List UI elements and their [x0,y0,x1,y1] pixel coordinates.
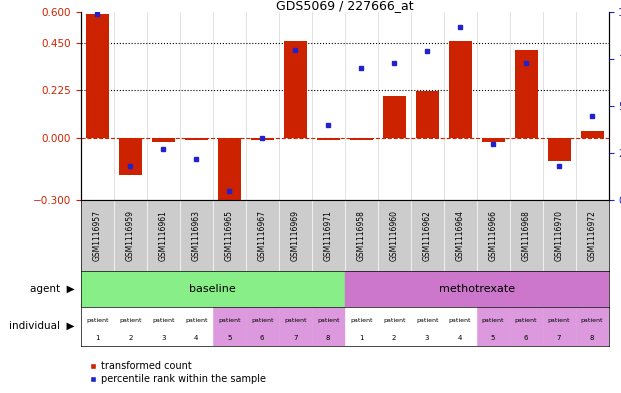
Text: GSM1116967: GSM1116967 [258,210,266,261]
Bar [246,307,279,346]
Text: patient: patient [548,318,570,323]
Text: 2: 2 [128,335,132,341]
Text: 7: 7 [293,335,297,341]
Bar [284,41,307,138]
Text: 7: 7 [557,335,561,341]
Bar [510,307,543,346]
Bar [179,307,212,346]
Text: patient: patient [515,318,537,323]
Text: patient: patient [86,318,109,323]
Bar [147,307,179,346]
Bar [212,307,246,346]
Text: 2: 2 [392,335,396,341]
Bar [543,307,576,346]
Bar [443,307,477,346]
Text: baseline: baseline [189,284,236,294]
Text: GSM1116968: GSM1116968 [522,210,530,261]
Text: patient: patient [581,318,604,323]
Text: 5: 5 [491,335,496,341]
Text: patient: patient [284,318,306,323]
Text: GSM1116969: GSM1116969 [291,210,300,261]
Text: 1: 1 [95,335,99,341]
Text: GSM1116960: GSM1116960 [389,210,399,261]
Text: 4: 4 [194,335,198,341]
Bar [581,131,604,138]
Text: 8: 8 [590,335,594,341]
Bar [86,14,109,138]
Text: patient: patient [482,318,504,323]
Bar [279,307,312,346]
Bar [378,307,410,346]
Bar [576,307,609,346]
Text: 6: 6 [260,335,265,341]
Bar [312,307,345,346]
Bar [410,307,443,346]
Text: patient: patient [449,318,471,323]
Text: patient: patient [152,318,175,323]
Bar [481,138,505,142]
Bar [515,50,538,138]
Text: patient: patient [185,318,207,323]
Bar [184,138,208,140]
Text: GSM1116972: GSM1116972 [587,210,597,261]
Text: agent  ▶: agent ▶ [30,284,75,294]
Text: GSM1116961: GSM1116961 [159,210,168,261]
Text: patient: patient [251,318,273,323]
Bar [345,271,609,307]
Bar [415,92,438,138]
Text: GSM1116959: GSM1116959 [125,210,135,261]
Text: 8: 8 [326,335,330,341]
Text: GSM1116963: GSM1116963 [192,210,201,261]
Text: patient: patient [350,318,373,323]
Text: methotrexate: methotrexate [438,284,515,294]
Bar [548,138,571,161]
Bar [119,138,142,175]
Legend: transformed count, percentile rank within the sample: transformed count, percentile rank withi… [86,358,270,388]
Bar [114,307,147,346]
Bar [81,307,114,346]
Text: patient: patient [416,318,438,323]
Text: patient: patient [119,318,142,323]
Text: 5: 5 [227,335,232,341]
Text: GSM1116964: GSM1116964 [456,210,465,261]
Text: GSM1116966: GSM1116966 [489,210,497,261]
Bar [350,138,373,140]
Bar [152,138,175,142]
Bar [81,271,345,307]
Text: 3: 3 [161,335,165,341]
Text: 4: 4 [458,335,462,341]
Bar [317,138,340,140]
Bar [477,307,510,346]
Text: patient: patient [218,318,240,323]
Text: 3: 3 [425,335,429,341]
Bar [448,41,472,138]
Text: GSM1116957: GSM1116957 [93,210,102,261]
Bar [383,95,406,138]
Bar [217,138,241,205]
Text: GSM1116962: GSM1116962 [423,210,432,261]
Text: 6: 6 [524,335,528,341]
Title: GDS5069 / 227666_at: GDS5069 / 227666_at [276,0,414,12]
Text: patient: patient [317,318,340,323]
Text: GSM1116971: GSM1116971 [324,210,333,261]
Text: 1: 1 [359,335,363,341]
Bar [345,307,378,346]
Bar [251,138,274,140]
Text: individual  ▶: individual ▶ [9,321,75,331]
Text: patient: patient [383,318,406,323]
Text: GSM1116958: GSM1116958 [356,210,366,261]
Text: GSM1116965: GSM1116965 [225,210,233,261]
Text: GSM1116970: GSM1116970 [555,210,564,261]
